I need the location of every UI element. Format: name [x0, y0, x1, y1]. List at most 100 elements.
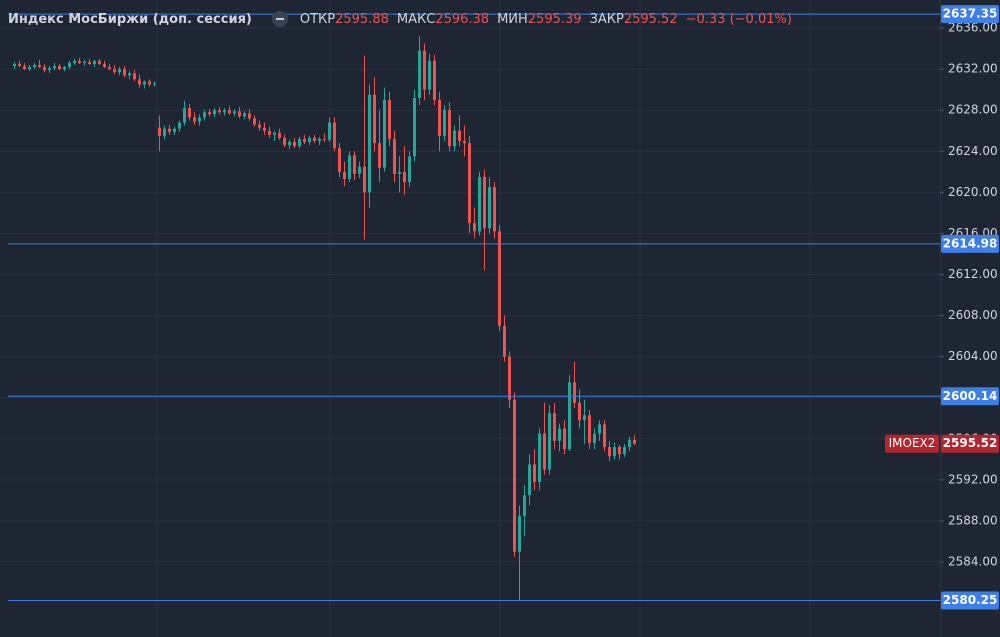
- candle-body: [493, 187, 496, 232]
- candle-body: [298, 138, 301, 147]
- candle-body: [393, 138, 396, 174]
- header: Индекс МосБиржи (доп. сессия) ОТКР 2595.…: [8, 10, 800, 28]
- candle-body: [388, 99, 391, 139]
- candle-body: [573, 382, 576, 403]
- price-label: 2600.14: [943, 389, 998, 403]
- candle-body: [483, 176, 486, 229]
- candle-body: [88, 61, 91, 64]
- candle-body: [203, 112, 206, 118]
- candle-body: [188, 108, 191, 118]
- candle-body: [93, 60, 96, 64]
- candle-body: [78, 60, 81, 63]
- price-label-bg: [941, 387, 999, 406]
- collapse-button[interactable]: [271, 11, 288, 27]
- candle-body: [113, 69, 116, 73]
- y-tick-label: 2604.00: [948, 349, 998, 363]
- candle-body: [358, 166, 361, 174]
- candle-body: [73, 60, 76, 63]
- candle-body: [68, 62, 71, 68]
- candle-body: [38, 65, 41, 68]
- candle-body: [253, 118, 256, 125]
- candle-body: [168, 128, 171, 132]
- candle-body: [153, 83, 156, 85]
- candle-body: [18, 63, 21, 67]
- y-tick-label: 2588.00: [948, 513, 998, 527]
- price-label: 2637.35: [943, 7, 998, 21]
- price-label-bg: [941, 591, 999, 610]
- candle-body: [103, 63, 106, 68]
- candle-body: [123, 69, 126, 76]
- candle-body: [348, 155, 351, 179]
- y-tick-label: 2612.00: [948, 267, 998, 281]
- candle-body: [473, 223, 476, 232]
- candle-body: [538, 433, 541, 482]
- candle-body: [98, 60, 101, 64]
- candle-body: [508, 356, 511, 400]
- candle-body: [398, 171, 401, 174]
- candle-body: [288, 142, 291, 146]
- candle-body: [448, 110, 451, 147]
- candle-body: [383, 99, 386, 168]
- candle-body: [593, 433, 596, 443]
- candle-body: [308, 137, 311, 143]
- candle-body: [443, 110, 446, 136]
- candle-body: [198, 117, 201, 122]
- candle-body: [558, 428, 561, 441]
- candle-body: [268, 130, 271, 135]
- candle-body: [543, 433, 546, 470]
- candle-body: [618, 447, 621, 455]
- candle-body: [488, 187, 491, 229]
- y-tick-label: 2584.00: [948, 555, 998, 569]
- candle-body: [428, 60, 431, 90]
- candle-body: [283, 137, 286, 146]
- candle-body: [553, 413, 556, 441]
- candle-body: [548, 413, 551, 470]
- close-value: 2595.52: [623, 11, 678, 27]
- candle-body: [403, 171, 406, 183]
- candle-body: [588, 415, 591, 443]
- candle-body: [608, 447, 611, 457]
- y-tick-label: 2624.00: [948, 144, 998, 158]
- candle-body: [353, 155, 356, 174]
- candle-body: [303, 138, 306, 143]
- candle-body: [498, 231, 501, 326]
- candle-body: [373, 94, 376, 144]
- candle-body: [163, 128, 166, 136]
- low-label: МИН: [497, 11, 528, 27]
- candle-body: [128, 73, 131, 76]
- candle-body: [158, 127, 161, 136]
- vertical-grid: [156, 0, 811, 637]
- candle-body: [478, 176, 481, 232]
- candle-body: [58, 66, 61, 70]
- candle-body: [578, 402, 581, 421]
- candle-body: [178, 122, 181, 129]
- candle-body: [193, 117, 196, 122]
- candle-body: [83, 61, 86, 63]
- candle-body: [313, 137, 316, 141]
- candle-body: [408, 156, 411, 183]
- price-label-bg: [941, 234, 999, 253]
- candle-body: [138, 79, 141, 85]
- y-tick-label: 2592.00: [948, 472, 998, 486]
- candle-body: [273, 132, 276, 135]
- y-tick-label: 2632.00: [948, 62, 998, 76]
- candle-body: [53, 66, 56, 69]
- candle-body: [278, 132, 281, 138]
- candle-body: [148, 81, 151, 85]
- candle-body: [633, 440, 636, 444]
- candle-body: [263, 127, 266, 131]
- candle-body: [503, 325, 506, 357]
- candle-body: [598, 424, 601, 434]
- candle-body: [133, 73, 136, 80]
- candle-body: [523, 495, 526, 516]
- high-value: 2596.38: [435, 11, 490, 27]
- candle-body: [248, 113, 251, 119]
- last-price-label: 2595.52: [943, 436, 998, 450]
- candle-body: [238, 111, 241, 117]
- candle-body: [108, 67, 111, 70]
- low-value: 2595.39: [527, 11, 582, 27]
- candle-body: [23, 66, 26, 70]
- candle-body: [423, 50, 426, 90]
- candle-body: [363, 166, 366, 193]
- candle-body: [183, 108, 186, 123]
